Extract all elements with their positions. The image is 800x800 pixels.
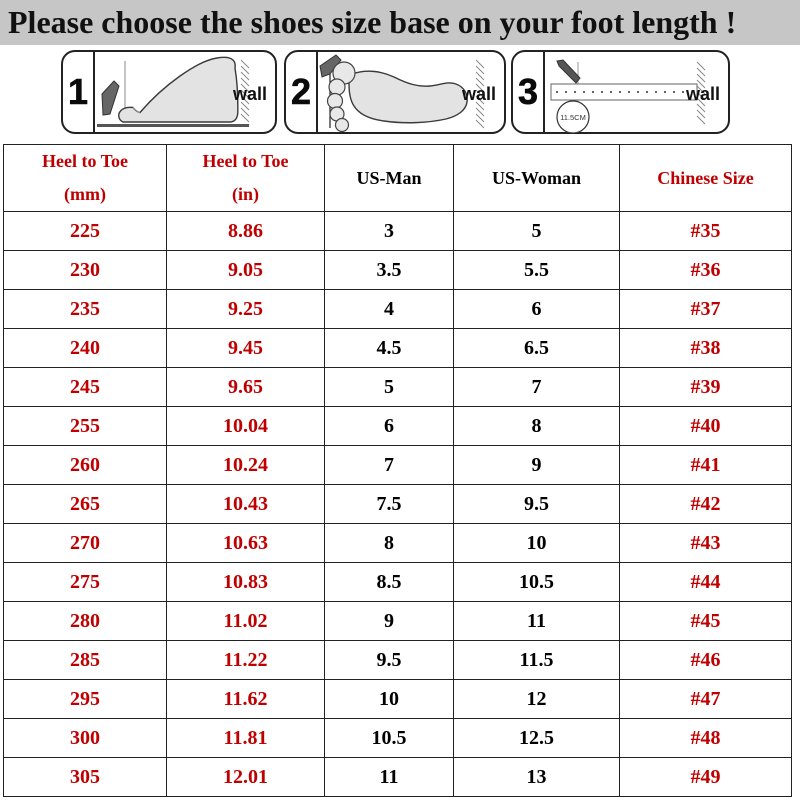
svg-text:11.5CM: 11.5CM bbox=[560, 113, 586, 122]
